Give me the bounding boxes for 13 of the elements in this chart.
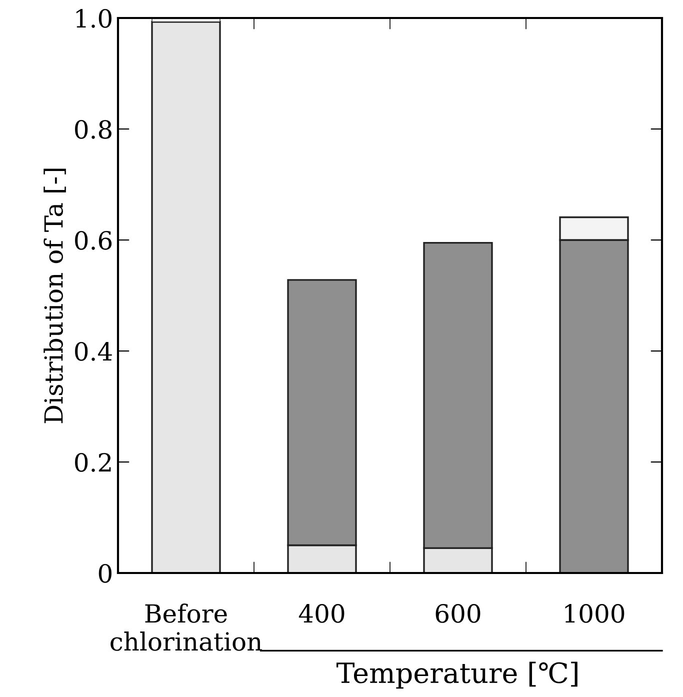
y-tick-label: 0 — [98, 564, 112, 583]
x-tick-label: 400 — [298, 604, 344, 623]
y-tick-label: 0.2 — [75, 452, 111, 472]
x-tick-label: 600 — [436, 604, 480, 623]
y-tick-label: 0.6 — [75, 230, 112, 250]
x-tick-label: Before chlorination — [110, 604, 262, 651]
y-axis-title: Distribution of Ta [-] — [44, 168, 66, 424]
x-axis-title: Temperature [℃] — [336, 662, 578, 689]
y-tick-label: 0.4 — [75, 342, 112, 361]
y-tick-label: 0.8 — [75, 120, 112, 139]
x-tick-label: 1000 — [565, 604, 624, 623]
bar — [151, 21, 221, 573]
y-tick-label: 1.0 — [76, 8, 112, 28]
